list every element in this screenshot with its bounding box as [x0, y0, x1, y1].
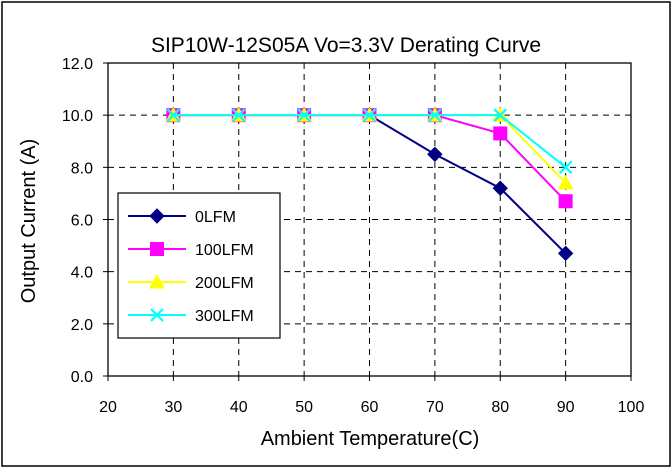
data-point: [428, 108, 442, 122]
x-tick-label: 80: [491, 399, 509, 416]
marker-stroke: [166, 108, 181, 122]
x-axis-ticks: 20 30 40 50 60 70 80 90 100: [99, 376, 644, 416]
x-tick-label: 100: [618, 399, 645, 416]
marker-stroke: [362, 108, 377, 122]
marker-stroke: [150, 308, 164, 322]
legend-label: 300LFM: [195, 308, 254, 325]
y-tick-label: 0.0: [71, 369, 93, 386]
legend: 0LFM 100LFM 200LFM 300LFM: [117, 192, 281, 339]
marker-stroke: [231, 108, 246, 122]
data-point: [231, 108, 246, 122]
y-tick-label: 6.0: [71, 213, 93, 230]
x-tick-label: 30: [164, 399, 182, 416]
legend-label: 200LFM: [195, 275, 254, 292]
y-tick-label: 10.0: [62, 108, 93, 125]
marker-stroke: [297, 108, 311, 122]
y-axis-title: Output Current (A): [18, 139, 40, 304]
data-point: [427, 146, 443, 162]
legend-item: 200LFM: [128, 273, 254, 292]
data-point: [493, 126, 508, 141]
data-point: [362, 108, 377, 122]
x-tick-label: 90: [557, 399, 575, 416]
marker-stroke: [493, 108, 508, 122]
legend-label: 100LFM: [195, 242, 254, 259]
legend-label: 0LFM: [195, 209, 236, 226]
x-tick-label: 70: [426, 399, 444, 416]
y-tick-label: 12.0: [62, 56, 93, 73]
legend-item: 100LFM: [128, 242, 254, 259]
y-tick-label: 8.0: [71, 160, 93, 177]
legend-marker: [149, 208, 165, 224]
data-point: [557, 174, 574, 190]
y-tick-label: 4.0: [71, 265, 93, 282]
legend-marker: [149, 273, 165, 289]
x-tick-label: 60: [361, 399, 379, 416]
legend-marker: [150, 242, 164, 256]
data-point: [492, 180, 508, 196]
x-axis-title: Ambient Temperature(C): [261, 428, 480, 450]
legend-item: 300LFM: [128, 308, 254, 325]
legend-box: [117, 192, 281, 339]
data-point: [558, 194, 573, 209]
y-axis-ticks: 0.0 2.0 4.0 6.0 8.0 10.0 12.0: [62, 56, 108, 386]
marker-stroke: [558, 160, 573, 175]
data-point: [557, 245, 574, 262]
x-tick-label: 20: [99, 399, 117, 416]
legend-item: 0LFM: [128, 208, 236, 226]
data-point: [558, 160, 573, 175]
marker-stroke: [428, 108, 442, 122]
series-lines: [165, 107, 574, 262]
y-tick-label: 2.0: [71, 317, 93, 334]
x-tick-label: 50: [295, 399, 313, 416]
x-tick-label: 40: [230, 399, 248, 416]
legend-marker: [150, 308, 164, 322]
data-point: [297, 108, 311, 122]
data-point: [166, 108, 181, 122]
data-point: [493, 108, 508, 122]
series-300LFM: [166, 108, 573, 175]
chart-title: SIP10W-12S05A Vo=3.3V Derating Curve: [151, 34, 541, 57]
